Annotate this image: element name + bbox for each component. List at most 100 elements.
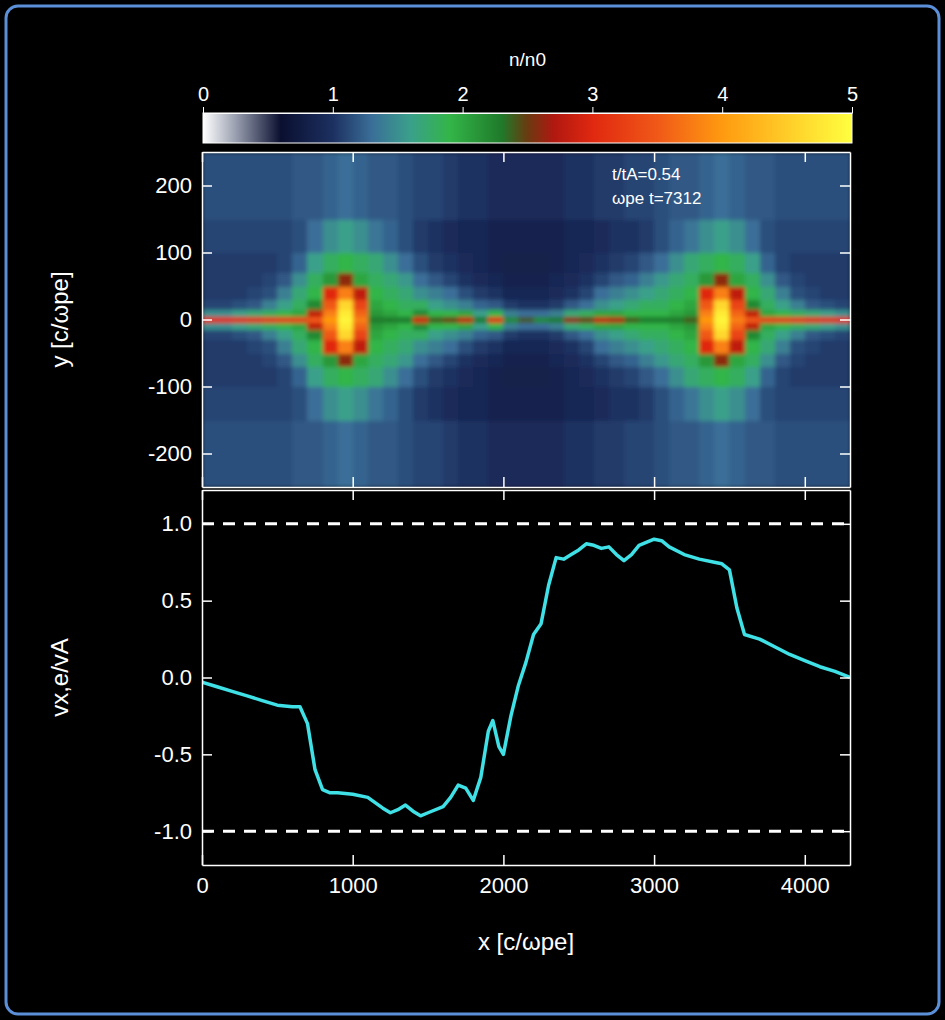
tick-mark — [203, 107, 204, 113]
heatmap-cell — [398, 286, 414, 300]
heatmap-cell — [639, 366, 655, 387]
heatmap-cell — [503, 420, 519, 487]
heatmap-cell — [534, 340, 550, 354]
heatmap-cell — [518, 273, 534, 287]
heatmap-cell — [202, 340, 218, 354]
heatmap-cell — [624, 316, 640, 323]
tick — [353, 490, 354, 500]
heatmap-cell — [413, 420, 429, 487]
heatmap-cell — [247, 273, 263, 287]
heatmap-cell — [790, 253, 806, 274]
heatmap-cell — [549, 286, 565, 300]
heatmap-cell — [775, 273, 791, 287]
heatmap-cell — [292, 316, 308, 323]
annotation: t/tA=0.54 — [612, 165, 681, 184]
heatmap-cell — [217, 340, 233, 354]
heatmap-cell — [579, 340, 595, 354]
heatmap-cell — [745, 309, 761, 316]
heatmap-cell — [247, 420, 263, 487]
heatmap-cell — [458, 219, 474, 253]
tick-mark — [202, 252, 212, 254]
tick — [503, 477, 504, 487]
tick: 0.5 — [161, 588, 212, 613]
heatmap-cell — [398, 420, 414, 487]
heatmap-cell — [624, 387, 640, 421]
heatmap-cell — [443, 253, 459, 274]
heatmap-cell — [669, 219, 685, 253]
heatmap-cell — [398, 340, 414, 354]
heatmap-cell — [413, 273, 429, 287]
heatmap-cell — [247, 353, 263, 367]
heatmap-cell — [398, 353, 414, 367]
heatmap-cell — [353, 323, 369, 330]
heatmap-cell — [503, 273, 519, 287]
heatmap-cell — [549, 299, 565, 310]
heatmap-cell — [534, 316, 550, 323]
heatmap-cell — [669, 273, 685, 287]
heatmap-cell — [518, 316, 534, 323]
heatmap-cell — [413, 219, 429, 253]
heatmap-cell — [232, 219, 248, 253]
colorbar-title: n/n0 — [509, 49, 546, 70]
heatmap-cell — [609, 330, 625, 341]
heatmap-cell — [232, 420, 248, 487]
heatmap-cell — [624, 366, 640, 387]
heatmap-cell — [714, 340, 730, 354]
heatmap-cell — [368, 330, 384, 341]
heatmap-cell — [760, 273, 776, 287]
heatmap-cell — [564, 299, 580, 310]
heatmap-cell — [458, 286, 474, 300]
heatmap-cell — [353, 152, 369, 220]
heatmap-cell — [307, 316, 323, 323]
heatmap-cell — [639, 273, 655, 287]
tick-label: 3000 — [630, 873, 679, 898]
heatmap-cell — [669, 330, 685, 341]
heatmap-cell — [338, 299, 354, 310]
heatmap-cell — [368, 309, 384, 316]
heatmap-cell — [760, 420, 776, 487]
heatmap-cell — [835, 152, 850, 220]
heatmap-cell — [699, 340, 715, 354]
heatmap-cell — [775, 387, 791, 421]
heatmap-cell — [790, 323, 806, 330]
heatmap-cell — [503, 316, 519, 323]
heatmap-cell — [217, 152, 233, 220]
axis-yticks: -200-1000100200 — [148, 153, 212, 488]
tick: 1.0 — [161, 511, 212, 536]
heatmap-cell — [488, 152, 504, 220]
tick-label: 100 — [155, 240, 192, 265]
heatmap-cell — [835, 316, 850, 323]
heatmap-cell — [745, 330, 761, 341]
heatmap-cell — [714, 316, 730, 323]
tick-label: 5 — [847, 83, 858, 105]
heatmap-cell — [307, 366, 323, 387]
heatmap-cell — [534, 323, 550, 330]
heatmap-cell — [488, 253, 504, 274]
heatmap-cell — [775, 286, 791, 300]
heatmap-cell — [594, 353, 610, 367]
heatmap-cell — [232, 353, 248, 367]
tick-label: 4000 — [781, 873, 830, 898]
heatmap-cell — [383, 323, 399, 330]
heatmap-cell — [624, 309, 640, 316]
heatmap-cell — [488, 366, 504, 387]
heatmap-cell — [805, 340, 821, 354]
heatmap-cell — [805, 286, 821, 300]
tick-mark — [840, 252, 850, 254]
tick-label: 200 — [155, 173, 192, 198]
heatmap-cell — [760, 330, 776, 341]
heatmap-cell — [835, 353, 850, 367]
heatmap-cell — [473, 353, 489, 367]
heatmap-cell — [323, 387, 339, 421]
heatmap-cell — [383, 387, 399, 421]
heatmap-cell — [262, 219, 278, 253]
heatmap-cell — [277, 253, 293, 274]
heatmap-cell — [338, 330, 354, 341]
heatmap-cell — [669, 387, 685, 421]
heatmap-cell — [820, 387, 836, 421]
heatmap-cell — [534, 253, 550, 274]
heatmap-cell — [549, 387, 565, 421]
heatmap-cell — [323, 286, 339, 300]
heatmap-cell — [579, 366, 595, 387]
tick-mark — [805, 477, 807, 487]
